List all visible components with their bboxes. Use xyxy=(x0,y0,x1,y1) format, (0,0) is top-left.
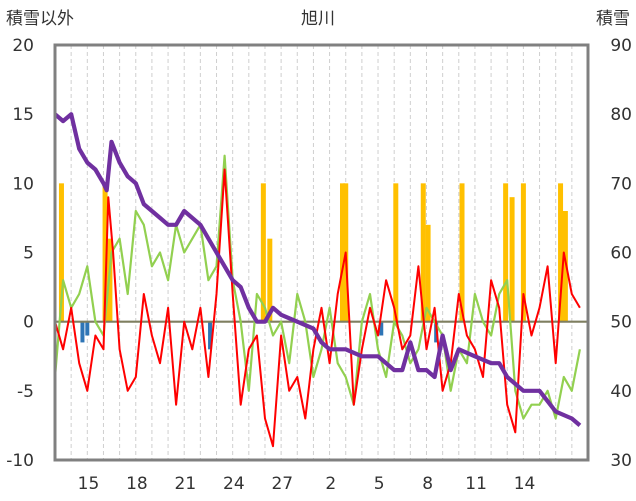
y-tick-label-left: -10 xyxy=(6,451,34,471)
x-tick-label: 2 xyxy=(325,474,336,494)
snow-depth-line xyxy=(53,112,582,427)
negative-bars xyxy=(80,321,439,350)
x-tick-label: 27 xyxy=(271,474,293,494)
y-axis-label-left: 積雪以外 xyxy=(6,9,74,29)
x-tick-label: 14 xyxy=(514,474,536,494)
y-tick-label-left: 5 xyxy=(23,244,34,264)
y-tick-label-right: 90 xyxy=(610,36,632,56)
x-ticks: 15 18 21 24 27 2 5 8 11 14 xyxy=(78,474,536,494)
y-tick-label-right: 30 xyxy=(610,451,632,471)
negative-bar xyxy=(80,321,85,343)
precip-bar xyxy=(58,183,64,322)
green-series-line xyxy=(53,154,581,420)
red-series-line xyxy=(54,168,581,448)
negative-bar xyxy=(208,321,213,350)
precip-bar xyxy=(260,183,266,322)
negative-bar xyxy=(379,321,384,336)
y-tick-label-right: 80 xyxy=(610,105,632,125)
precip-bar xyxy=(558,183,564,322)
precip-bar xyxy=(562,211,568,322)
precip-bar xyxy=(420,183,426,322)
x-tick-label: 24 xyxy=(223,474,245,494)
precip-bar xyxy=(459,183,465,322)
precip-bar xyxy=(509,197,515,322)
y-tick-label-left: 10 xyxy=(12,174,34,194)
precip-bar xyxy=(339,183,345,322)
x-tick-label: 8 xyxy=(422,474,433,494)
x-tick-label: 15 xyxy=(78,474,100,494)
x-tick-label: 11 xyxy=(465,474,487,494)
x-tick-label: 5 xyxy=(374,474,385,494)
y-axis-label-right: 積雪 xyxy=(596,9,630,29)
y-ticks-left: 20 15 10 5 0 -5 -10 xyxy=(6,36,34,471)
x-tick-label: 21 xyxy=(175,474,197,494)
precip-bar xyxy=(425,224,431,322)
grid-lines xyxy=(70,45,573,460)
precip-bar xyxy=(267,238,273,322)
y-ticks-right: 90 80 70 60 50 40 30 xyxy=(610,36,632,471)
series-lines xyxy=(53,112,582,448)
y-tick-label-left: 0 xyxy=(23,313,34,333)
precip-bar xyxy=(102,183,108,322)
y-tick-label-right: 40 xyxy=(610,382,632,402)
negative-bar xyxy=(85,321,90,336)
y-tick-label-right: 70 xyxy=(610,174,632,194)
y-tick-label-left: 15 xyxy=(12,105,34,125)
y-tick-label-right: 60 xyxy=(610,244,632,264)
y-tick-label-left: -5 xyxy=(17,382,34,402)
plot-frame xyxy=(53,43,590,462)
precip-bar xyxy=(393,183,399,322)
y-tick-label-left: 20 xyxy=(12,36,34,56)
chart-title: 旭川 xyxy=(301,9,335,29)
y-tick-label-right: 50 xyxy=(610,313,632,333)
x-tick-label: 18 xyxy=(126,474,148,494)
precip-bar xyxy=(503,183,509,322)
precip-bar xyxy=(520,183,526,322)
